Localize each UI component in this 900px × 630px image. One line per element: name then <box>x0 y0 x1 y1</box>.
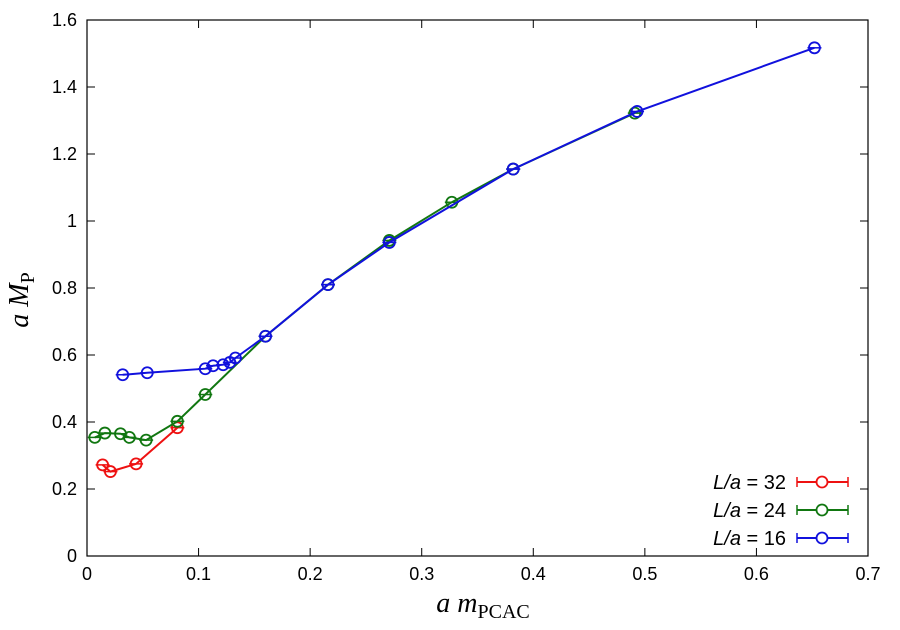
series-2 <box>115 41 822 382</box>
y-tick-label: 0 <box>67 546 77 566</box>
legend-marker <box>815 475 829 489</box>
series-1 <box>87 106 642 447</box>
data-point <box>140 366 154 380</box>
legend-item: L/a = 24 <box>713 500 849 522</box>
legend-item: L/a = 32 <box>713 472 849 494</box>
y-tick-label: 0.4 <box>52 412 77 432</box>
x-tick-label: 0.6 <box>744 564 769 584</box>
data-point <box>170 414 184 428</box>
data-point <box>321 278 335 292</box>
series-layer <box>87 41 822 478</box>
legend-marker <box>815 503 829 517</box>
x-tick-label: 0.2 <box>298 564 323 584</box>
data-point <box>630 105 644 118</box>
y-tick-label: 1.4 <box>52 77 77 97</box>
legend-marker <box>815 531 829 545</box>
data-point <box>122 431 136 444</box>
legend-label: L/a = 24 <box>713 500 786 522</box>
legend-label: L/a = 16 <box>713 528 786 550</box>
y-tick-label: 1.2 <box>52 144 77 164</box>
legend: L/a = 32 L/a = 24 L/a = 16 <box>713 472 849 550</box>
y-tick-label: 1 <box>67 211 77 231</box>
axis-ticks: 0 0.1 0.2 0.3 0.4 0.5 0.6 0.7 0 0.2 0.4 0.6 0.8 1 1.2 1… <box>52 10 881 584</box>
data-point <box>129 457 143 471</box>
y-tick-label: 0.2 <box>52 479 77 499</box>
data-point <box>116 368 130 382</box>
x-tick-label: 0.7 <box>855 564 880 584</box>
data-point <box>506 162 520 176</box>
y-tick-label: 1.6 <box>52 10 77 30</box>
data-point <box>228 351 242 365</box>
data-point <box>808 41 821 55</box>
x-tick-label: 0.3 <box>409 564 434 584</box>
legend-item: L/a = 16 <box>713 528 849 550</box>
x-tick-label: 0.5 <box>632 564 657 584</box>
data-point <box>628 106 642 120</box>
data-point <box>198 362 212 376</box>
data-point <box>259 329 272 343</box>
series-line <box>122 46 815 376</box>
data-point <box>198 388 212 401</box>
x-tick-label: 0.1 <box>186 564 211 584</box>
y-tick-label: 0.8 <box>52 278 77 298</box>
data-point <box>216 358 230 372</box>
data-point <box>104 465 117 478</box>
x-tick-label: 0 <box>82 564 92 584</box>
data-point <box>139 433 153 447</box>
y-tick-label: 0.6 <box>52 345 77 365</box>
legend-label: L/a = 32 <box>713 472 786 494</box>
data-point <box>98 426 112 440</box>
y-axis-label: a MP <box>4 272 39 327</box>
x-tick-label: 0.4 <box>521 564 546 584</box>
data-point <box>382 236 396 249</box>
data-point <box>96 458 110 472</box>
x-axis-label: a mPCAC <box>436 588 529 623</box>
series-line <box>94 112 636 442</box>
